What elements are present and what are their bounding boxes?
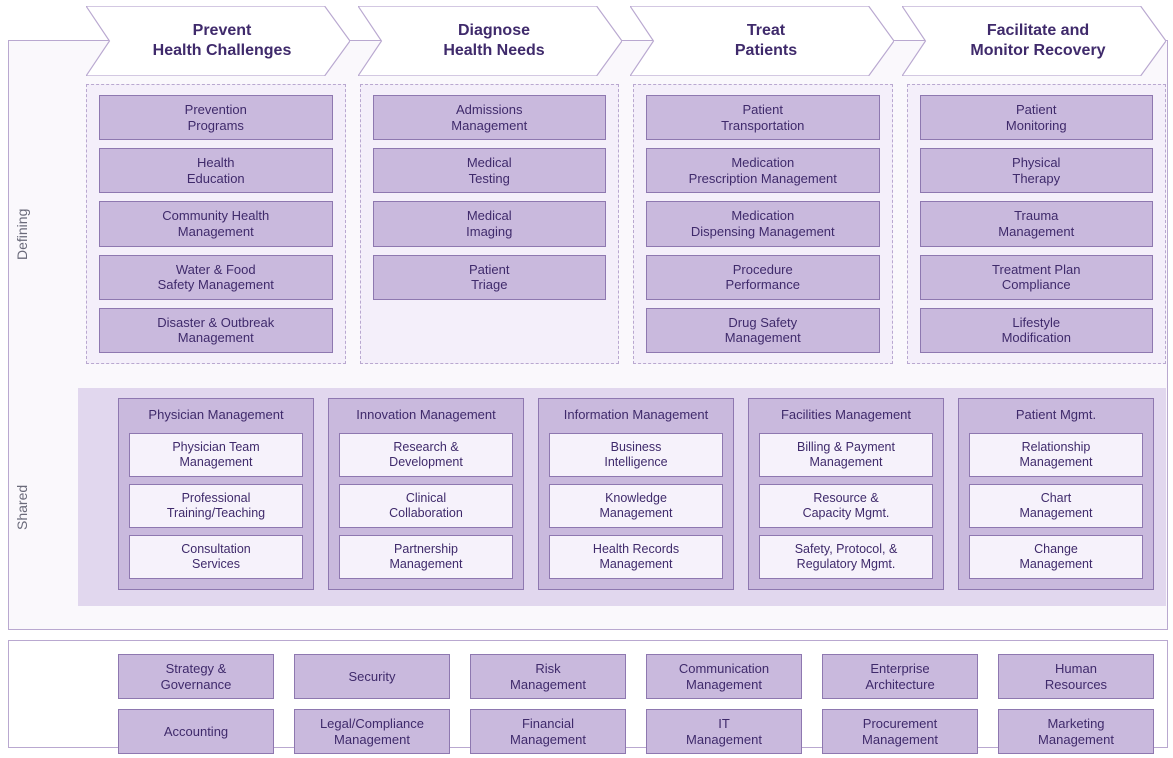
capability-box: MedicationPrescription Management (646, 148, 880, 193)
shared-item: Billing & PaymentManagement (759, 433, 933, 477)
shared-group-patient: Patient Mgmt. RelationshipManagement Cha… (958, 398, 1154, 590)
enabling-item: ITManagement (646, 709, 802, 754)
enabling-item: CommunicationManagement (646, 654, 802, 699)
chevron-label: DiagnoseHealth Needs (415, 21, 564, 61)
shared-group-title: Physician Management (129, 405, 303, 426)
enabling-item: FinancialManagement (470, 709, 626, 754)
enabling-item: Accounting (118, 709, 274, 754)
shared-group-title: Patient Mgmt. (969, 405, 1143, 426)
capability-box: MedicationDispensing Management (646, 201, 880, 246)
shared-item: ChartManagement (969, 484, 1143, 528)
enabling-item: MarketingManagement (998, 709, 1154, 754)
chevron-recovery: Facilitate andMonitor Recovery (902, 6, 1166, 76)
enabling-grid: Strategy &Governance Security RiskManage… (78, 650, 1166, 758)
defining-col-recovery: PatientMonitoring PhysicalTherapy Trauma… (907, 84, 1167, 364)
row-label-shared: Shared (14, 485, 30, 530)
chevron-row: PreventHealth Challenges DiagnoseHealth … (86, 6, 1166, 76)
shared-group-title: Innovation Management (339, 405, 513, 426)
shared-item: BusinessIntelligence (549, 433, 723, 477)
shared-item: KnowledgeManagement (549, 484, 723, 528)
shared-group-title: Information Management (549, 405, 723, 426)
chevron-diagnose: DiagnoseHealth Needs (358, 6, 622, 76)
shared-item: RelationshipManagement (969, 433, 1143, 477)
capability-box: Water & FoodSafety Management (99, 255, 333, 300)
capability-box: Community HealthManagement (99, 201, 333, 246)
defining-col-prevent: PreventionPrograms HealthEducation Commu… (86, 84, 346, 364)
enabling-item: HumanResources (998, 654, 1154, 699)
shared-item: ConsultationServices (129, 535, 303, 579)
defining-col-diagnose: AdmissionsManagement MedicalTesting Medi… (360, 84, 620, 364)
shared-item: Research &Development (339, 433, 513, 477)
capability-box: Disaster & OutbreakManagement (99, 308, 333, 353)
shared-item: Health RecordsManagement (549, 535, 723, 579)
chevron-treat: TreatPatients (630, 6, 894, 76)
capability-box: PhysicalTherapy (920, 148, 1154, 193)
capability-box: MedicalTesting (373, 148, 607, 193)
shared-group-information: Information Management BusinessIntellige… (538, 398, 734, 590)
shared-row: Physician Management Physician TeamManag… (78, 388, 1166, 606)
enabling-item: EnterpriseArchitecture (822, 654, 978, 699)
enabling-item: RiskManagement (470, 654, 626, 699)
shared-item: ClinicalCollaboration (339, 484, 513, 528)
chevron-label: TreatPatients (707, 21, 817, 61)
defining-col-treat: PatientTransportation MedicationPrescrip… (633, 84, 893, 364)
capability-box: LifestyleModification (920, 308, 1154, 353)
capability-box: TraumaManagement (920, 201, 1154, 246)
shared-group-physician: Physician Management Physician TeamManag… (118, 398, 314, 590)
chevron-label: Facilitate andMonitor Recovery (942, 21, 1125, 61)
shared-group-facilities: Facilities Management Billing & PaymentM… (748, 398, 944, 590)
shared-item: Physician TeamManagement (129, 433, 303, 477)
enabling-item: Strategy &Governance (118, 654, 274, 699)
row-label-defining: Defining (14, 209, 30, 260)
shared-item: Safety, Protocol, &Regulatory Mgmt. (759, 535, 933, 579)
capability-box: PatientTriage (373, 255, 607, 300)
enabling-item: ProcurementManagement (822, 709, 978, 754)
capability-box: PatientTransportation (646, 95, 880, 140)
capability-box: HealthEducation (99, 148, 333, 193)
enabling-item: Legal/ComplianceManagement (294, 709, 450, 754)
shared-item: ProfessionalTraining/Teaching (129, 484, 303, 528)
capability-box: ProcedurePerformance (646, 255, 880, 300)
shared-item: ChangeManagement (969, 535, 1143, 579)
shared-group-title: Facilities Management (759, 405, 933, 426)
capability-box: MedicalImaging (373, 201, 607, 246)
defining-row: PreventionPrograms HealthEducation Commu… (86, 84, 1166, 364)
capability-box: Treatment PlanCompliance (920, 255, 1154, 300)
capability-box: PatientMonitoring (920, 95, 1154, 140)
shared-group-innovation: Innovation Management Research &Developm… (328, 398, 524, 590)
shared-item: Resource &Capacity Mgmt. (759, 484, 933, 528)
capability-box: PreventionPrograms (99, 95, 333, 140)
capability-box: Drug SafetyManagement (646, 308, 880, 353)
chevron-prevent: PreventHealth Challenges (86, 6, 350, 76)
chevron-label: PreventHealth Challenges (125, 21, 312, 61)
capability-box: AdmissionsManagement (373, 95, 607, 140)
shared-item: PartnershipManagement (339, 535, 513, 579)
enabling-item: Security (294, 654, 450, 699)
